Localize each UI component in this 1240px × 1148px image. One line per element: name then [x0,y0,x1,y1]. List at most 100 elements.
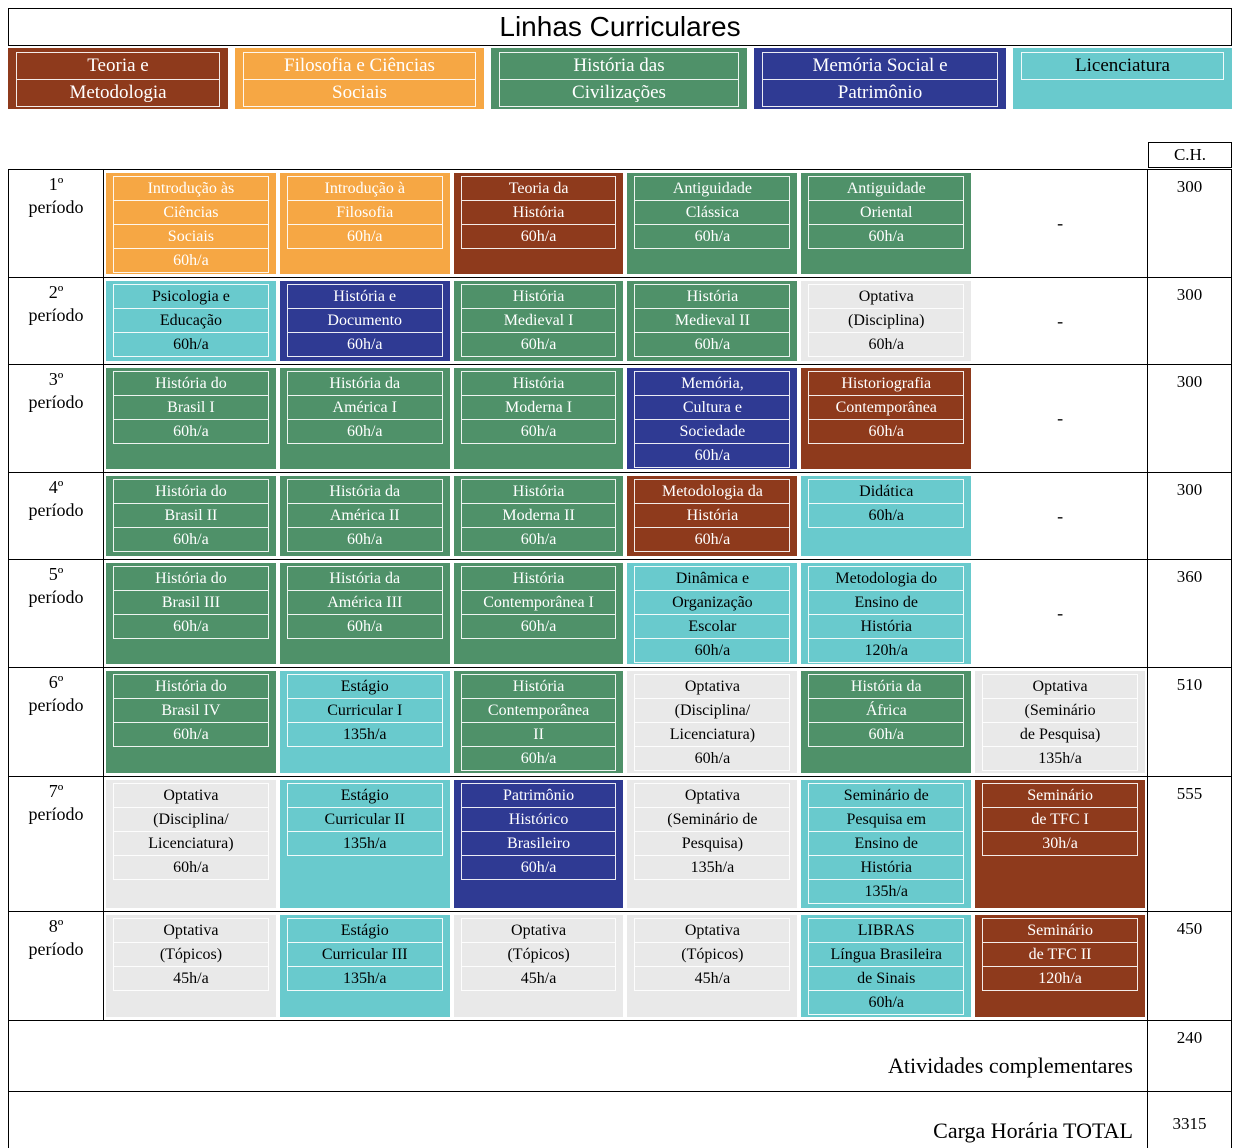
course-box: Introdução à Filosofia 60h/a [286,176,443,249]
legend-item-label: Filosofia e Ciências [284,55,435,76]
course-cell: Dinâmica e Organização Escolar 60h/a [625,560,799,667]
ch-value: 300 [1146,278,1231,364]
course-cell: Seminário de TFC I 30h/a [973,777,1147,911]
course-hours: 60h/a [287,419,442,443]
period-label-line: 4º [48,477,64,497]
course-box: História do Brasil III 60h/a [113,566,269,639]
course-cell: Estágio Curricular I 135h/a [278,668,452,776]
course-block-teoria: Metodologia da História 60h/a [627,476,798,556]
course-name-line: História da [329,483,401,500]
course-box: História Medieval II 60h/a [634,284,791,357]
course-hours: 60h/a [114,248,268,272]
course-cell: Historiografia Contemporânea 60h/a [799,365,973,472]
course-cell: História Moderna II 60h/a [452,473,626,559]
course-name-line: de TFC II [983,942,1137,966]
course-block-historia: História do Brasil II 60h/a [106,476,276,556]
course-name-line: Estágio [340,787,389,804]
course-box: História e Documento 60h/a [286,284,443,357]
course-box: Psicologia e Educação 60h/a [113,284,269,357]
course-name-line: Brasil IV [114,698,268,722]
course-name-line: Contemporânea [809,395,964,419]
course-block-historia: História da América III 60h/a [279,563,450,664]
course-name-line: Documento [287,308,442,332]
period-label: 3º período [9,365,104,472]
course-hours: 60h/a [461,419,616,443]
legend-item-historia: História das Civilizações [491,48,747,109]
course-cell: Optativa (Tópicos) 45h/a [625,912,799,1020]
course-hours: 60h/a [461,332,616,356]
course-block-memoria: História e Documento 60h/a [279,281,450,361]
course-box: LIBRAS Língua Brasileira de Sinais 60h/a [808,918,965,1015]
course-hours: 60h/a [461,746,616,770]
course-box: Seminário de Pesquisa em Ensino de História… [808,783,965,904]
course-cell: História do Brasil IV 60h/a [104,668,278,776]
course-name-line: Pesquisa) [635,831,790,855]
course-name-line: Optativa [511,922,567,939]
ch-header-text: C.H. [1173,145,1207,164]
course-cell: Estágio Curricular II 135h/a [278,777,452,911]
course-block-licenciatura: Estágio Curricular I 135h/a [279,671,450,773]
period-row: 6º período História do Brasil IV 60h/a Estági… [9,668,1231,777]
course-name-line: Optativa [858,288,914,305]
course-hours: 45h/a [114,966,268,990]
course-name-line: Antiguidade [672,180,752,197]
course-name-line: Brasileiro [461,831,616,855]
course-block-historia: História da América II 60h/a [279,476,450,556]
course-block-licenciatura: Seminário de Pesquisa em Ensino de História… [801,780,972,908]
course-cell: LIBRAS Língua Brasileira de Sinais 60h/a [799,912,973,1020]
course-name-line: Sociedade [635,419,790,443]
course-name-line: Medieval II [635,308,790,332]
course-hours: 135h/a [983,746,1137,770]
course-name-line: História [512,483,565,500]
course-box: Optativa (Tópicos) 45h/a [113,918,269,991]
course-hours: 135h/a [635,855,790,879]
course-hours: 60h/a [809,224,964,248]
course-cell: Optativa (Disciplina/Licenciatura) 60h/a [104,777,278,911]
empty-cell-dash: - [1057,505,1064,526]
course-name-line: Optativa [163,922,219,939]
course-name-line: História do [155,570,227,587]
course-box: História da África 60h/a [808,674,965,747]
ch-value: 510 [1146,668,1231,776]
course-box: História Moderna I 60h/a [460,371,617,444]
course-hours: 60h/a [461,224,616,248]
course-name-line: Moderna I [461,395,616,419]
course-name-line: Optativa [163,787,219,804]
course-cell: História Medieval I 60h/a [452,278,626,364]
legend-item-box: Teoria e Metodologia [16,52,220,107]
period-label-line: 6º [48,672,64,692]
empty-cell-dash: - [1057,603,1064,623]
course-name-line: História [635,503,790,527]
ch-value: 555 [1146,777,1231,911]
period-label: 4º período [9,473,104,559]
course-block-historia: História do Brasil IV 60h/a [106,671,276,773]
period-row: 7º período Optativa (Disciplina/Licenciatur… [9,777,1231,912]
course-name-line: Curricular I [287,698,442,722]
course-block-memoria: Patrimônio Histórico Brasileiro 60h/a [453,780,624,908]
course-name-line: de TFC I [983,807,1137,831]
course-block-optativa: Optativa (Tópicos) 45h/a [453,915,624,1017]
course-hours: 60h/a [461,855,616,879]
course-hours: 60h/a [114,855,268,879]
course-block-optativa: Optativa (Tópicos) 45h/a [106,915,276,1017]
course-box: História Contemporânea II 60h/a [460,674,617,771]
course-name-line: de Pesquisa) [983,722,1137,746]
course-hours: 60h/a [461,527,616,551]
course-name-line: História e [333,288,397,305]
course-block-licenciatura: Dinâmica e Organização Escolar 60h/a [627,563,798,664]
empty-cell: - [973,473,1147,559]
course-cell: História do Brasil II 60h/a [104,473,278,559]
course-cell: História Medieval II 60h/a [625,278,799,364]
course-cell: História Contemporânea II 60h/a [452,668,626,776]
course-box: História da América II 60h/a [286,479,443,552]
course-name-line: Seminário de [843,787,929,804]
course-cell: Metodologia da História 60h/a [625,473,799,559]
complementary-row: Atividades complementares 240 [9,1021,1231,1092]
course-block-historia: História do Brasil I 60h/a [106,368,276,469]
period-row: 4º período História do Brasil II 60h/a Histór… [9,473,1231,560]
course-name-line: Contemporânea I [461,590,616,614]
empty-cell: - [973,278,1147,364]
course-box: História do Brasil II 60h/a [113,479,269,552]
course-cell: Seminário de Pesquisa em Ensino de História… [799,777,973,911]
course-name-line: História do [155,678,227,695]
